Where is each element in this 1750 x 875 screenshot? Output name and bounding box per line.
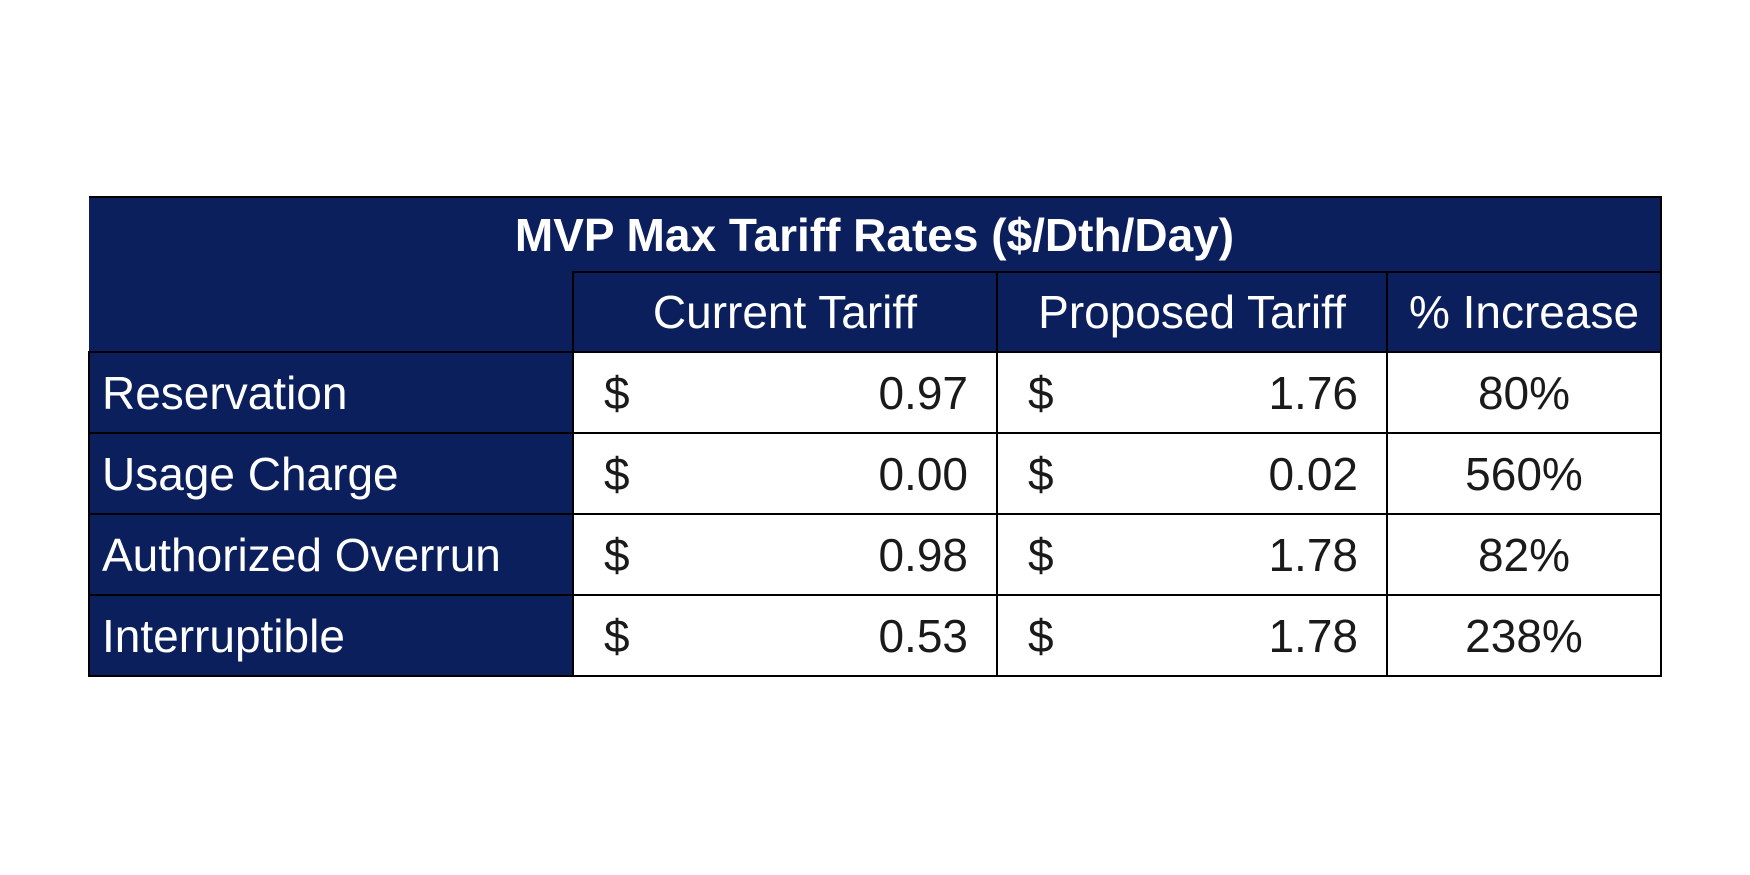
col-header-increase: % Increase xyxy=(1386,271,1662,353)
current-value: 0.97 xyxy=(878,366,968,419)
increase-value: 238% xyxy=(1386,594,1662,677)
row-label: Reservation xyxy=(88,351,574,434)
currency-symbol: $ xyxy=(604,609,630,662)
currency-symbol: $ xyxy=(604,447,630,500)
current-value: 0.53 xyxy=(878,609,968,662)
proposed-cell: $1.76 xyxy=(996,351,1388,434)
proposed-cell: $0.02 xyxy=(996,432,1388,515)
currency-symbol: $ xyxy=(1028,447,1054,500)
table-row: Reservation $0.97 $1.76 80% xyxy=(88,351,1662,434)
table-row: Interruptible $0.53 $1.78 238% xyxy=(88,594,1662,677)
title-row: MVP Max Tariff Rates ($/Dth/Day) xyxy=(89,196,1662,272)
currency-symbol: $ xyxy=(1028,528,1054,581)
proposed-value: 0.02 xyxy=(1268,447,1358,500)
table-row: Usage Charge $0.00 $0.02 560% xyxy=(88,432,1662,515)
current-value: 0.00 xyxy=(878,447,968,500)
increase-value: 560% xyxy=(1386,432,1662,515)
table-title: MVP Max Tariff Rates ($/Dth/Day) xyxy=(89,196,1662,272)
tariff-table: MVP Max Tariff Rates ($/Dth/Day) Current… xyxy=(88,196,1662,677)
currency-symbol: $ xyxy=(1028,609,1054,662)
increase-value: 80% xyxy=(1386,351,1662,434)
current-cell: $0.53 xyxy=(572,594,998,677)
currency-symbol: $ xyxy=(604,366,630,419)
proposed-value: 1.76 xyxy=(1268,366,1358,419)
header-row: Current Tariff Proposed Tariff % Increas… xyxy=(89,271,1662,353)
proposed-cell: $1.78 xyxy=(996,594,1388,677)
proposed-value: 1.78 xyxy=(1268,528,1358,581)
current-value: 0.98 xyxy=(878,528,968,581)
proposed-value: 1.78 xyxy=(1268,609,1358,662)
row-label: Authorized Overrun xyxy=(88,513,574,596)
table-row: Authorized Overrun $0.98 $1.78 82% xyxy=(88,513,1662,596)
col-header-current: Current Tariff xyxy=(572,271,998,353)
current-cell: $0.98 xyxy=(572,513,998,596)
current-cell: $0.00 xyxy=(572,432,998,515)
current-cell: $0.97 xyxy=(572,351,998,434)
proposed-cell: $1.78 xyxy=(996,513,1388,596)
row-label: Usage Charge xyxy=(88,432,574,515)
row-label: Interruptible xyxy=(88,594,574,677)
currency-symbol: $ xyxy=(1028,366,1054,419)
col-header-proposed: Proposed Tariff xyxy=(996,271,1388,353)
header-blank xyxy=(89,272,573,352)
currency-symbol: $ xyxy=(604,528,630,581)
increase-value: 82% xyxy=(1386,513,1662,596)
